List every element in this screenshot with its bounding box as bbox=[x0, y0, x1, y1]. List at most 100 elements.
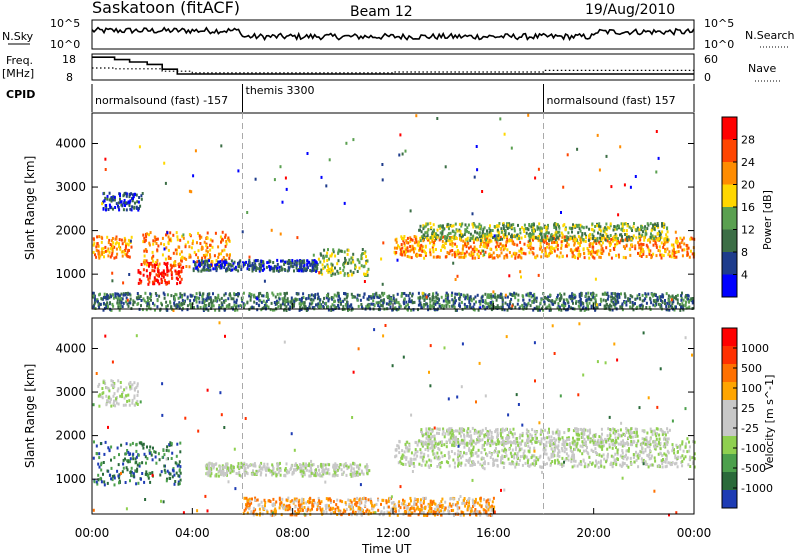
data-cell bbox=[199, 236, 201, 240]
data-cell bbox=[438, 238, 441, 242]
data-cell bbox=[153, 279, 156, 283]
data-cell bbox=[564, 227, 567, 231]
data-cell bbox=[120, 292, 123, 296]
data-cell bbox=[436, 228, 439, 232]
data-cell bbox=[210, 261, 213, 265]
data-cell bbox=[236, 465, 239, 469]
data-cell bbox=[554, 300, 557, 304]
data-cell bbox=[230, 306, 233, 310]
data-cell bbox=[400, 250, 403, 254]
data-cell bbox=[591, 245, 594, 249]
data-cell bbox=[502, 222, 505, 226]
data-cell bbox=[226, 304, 229, 308]
data-cell bbox=[107, 254, 110, 258]
data-cell bbox=[121, 391, 124, 394]
data-cell bbox=[108, 449, 111, 453]
data-cell bbox=[175, 293, 178, 297]
data-cell bbox=[107, 247, 110, 251]
data-cell bbox=[647, 465, 650, 469]
data-cell bbox=[628, 225, 631, 229]
data-cell bbox=[327, 305, 329, 309]
data-cell bbox=[545, 452, 548, 456]
data-cell bbox=[172, 467, 175, 470]
data-cell bbox=[138, 196, 141, 199]
data-cell bbox=[523, 454, 526, 458]
data-cell bbox=[255, 469, 258, 473]
data-cell bbox=[536, 254, 539, 258]
data-cell bbox=[539, 301, 542, 305]
data-cell bbox=[501, 456, 504, 460]
data-cell bbox=[300, 299, 303, 303]
data-cell bbox=[262, 299, 265, 303]
data-cell bbox=[479, 251, 482, 255]
data-cell bbox=[615, 238, 618, 242]
data-cell bbox=[655, 244, 658, 248]
data-cell bbox=[298, 259, 301, 263]
data-cell bbox=[636, 305, 638, 309]
data-cell bbox=[560, 246, 563, 250]
data-cell bbox=[521, 463, 524, 467]
data-cell bbox=[464, 241, 466, 245]
data-cell bbox=[421, 291, 424, 295]
data-cell bbox=[565, 235, 568, 239]
data-cell bbox=[298, 302, 301, 306]
data-cell bbox=[331, 272, 334, 276]
data-cell bbox=[544, 295, 546, 299]
data-cell bbox=[274, 295, 277, 299]
data-cell bbox=[137, 269, 140, 273]
data-cell bbox=[503, 244, 506, 248]
data-cell bbox=[676, 465, 679, 469]
data-cell bbox=[267, 468, 270, 472]
data-cell bbox=[670, 255, 673, 259]
data-cell bbox=[555, 240, 558, 244]
data-cell bbox=[418, 296, 421, 300]
data-cell bbox=[342, 470, 345, 474]
data-cell bbox=[174, 304, 177, 308]
data-cell bbox=[532, 246, 535, 250]
data-cell bbox=[142, 442, 145, 446]
data-cell bbox=[403, 297, 406, 301]
data-cell bbox=[395, 251, 398, 254]
data-cell bbox=[409, 245, 412, 248]
data-cell bbox=[691, 252, 694, 256]
data-cell bbox=[360, 254, 363, 258]
data-cell bbox=[98, 456, 101, 460]
data-cell bbox=[226, 462, 228, 466]
data-cell bbox=[664, 249, 666, 253]
data-cell bbox=[598, 227, 601, 231]
data-cell bbox=[366, 259, 369, 263]
data-cell bbox=[246, 301, 249, 305]
data-cell bbox=[354, 295, 357, 299]
data-cell bbox=[170, 305, 173, 309]
data-cell bbox=[597, 223, 600, 227]
data-cell bbox=[318, 472, 321, 476]
data-cell bbox=[226, 466, 229, 470]
data-cell bbox=[671, 294, 674, 298]
data-cell bbox=[483, 460, 486, 464]
data-cell bbox=[485, 236, 488, 240]
data-cell bbox=[458, 292, 461, 296]
data-cell bbox=[557, 302, 560, 306]
data-cell bbox=[172, 264, 175, 268]
data-cell bbox=[448, 464, 451, 468]
data-cell bbox=[132, 196, 134, 200]
data-cell bbox=[259, 463, 262, 467]
data-cell bbox=[608, 252, 610, 256]
data-cell bbox=[261, 268, 264, 272]
data-cell bbox=[116, 446, 119, 450]
data-cell bbox=[657, 225, 660, 229]
data-cell bbox=[537, 458, 540, 462]
data-cell bbox=[687, 300, 690, 304]
data-cell bbox=[131, 199, 134, 203]
nsky-panel: N.Sky 10^5 10^0 10^5 10^0 N.Search bbox=[2, 17, 795, 51]
data-cell bbox=[441, 231, 444, 235]
data-cell bbox=[532, 238, 534, 242]
data-cell bbox=[674, 454, 677, 458]
data-cell bbox=[365, 261, 368, 265]
data-cell bbox=[210, 263, 213, 267]
data-cell bbox=[105, 394, 108, 398]
data-cell bbox=[412, 461, 415, 465]
data-cell bbox=[449, 242, 452, 246]
data-cell bbox=[158, 262, 161, 266]
data-cell bbox=[222, 473, 225, 477]
